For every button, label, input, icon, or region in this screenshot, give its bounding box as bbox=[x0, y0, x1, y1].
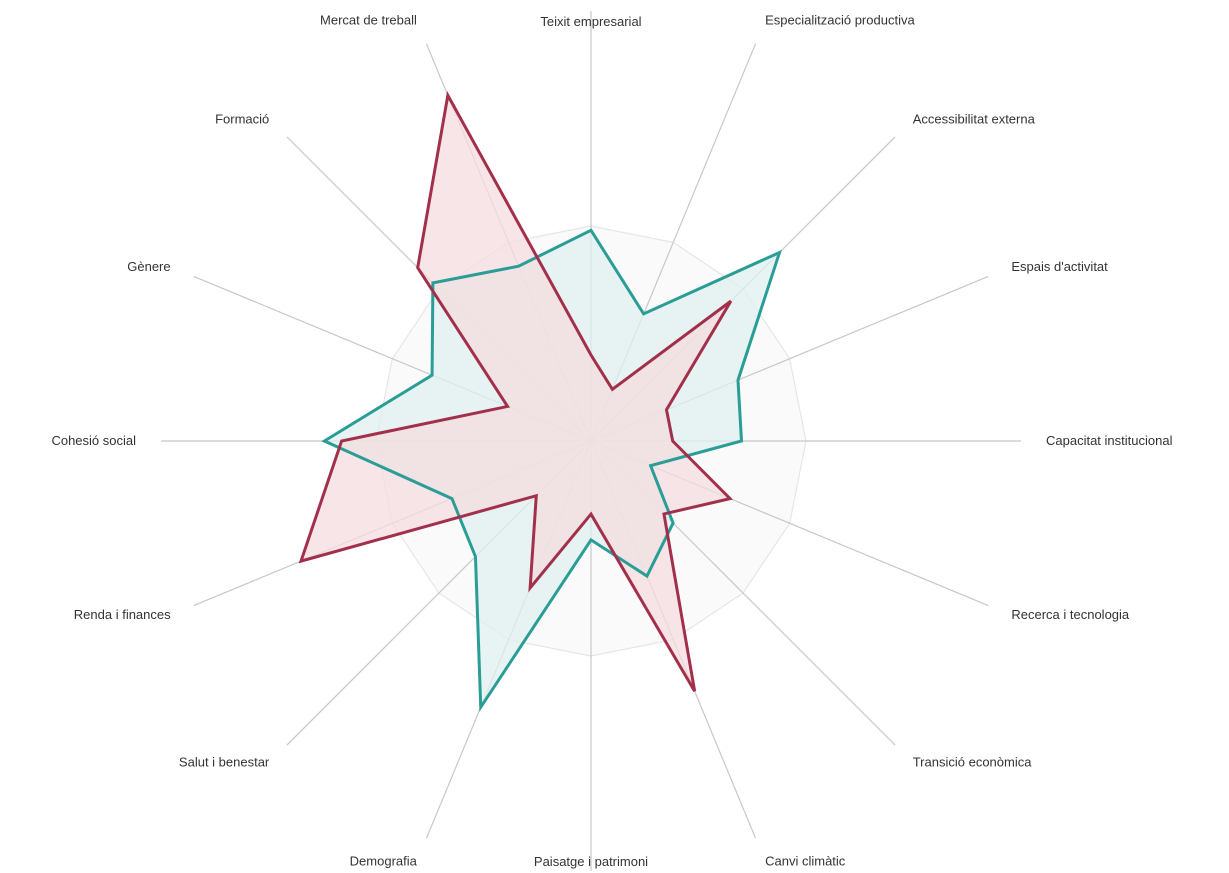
series-lines bbox=[298, 90, 782, 712]
series-line-2 bbox=[298, 90, 734, 693]
axis-label: Demografia bbox=[350, 853, 418, 868]
axis-label: Renda i finances bbox=[74, 607, 171, 622]
axis-label: Recerca i tecnologia bbox=[1011, 607, 1130, 622]
axis-label: Cohesió social bbox=[51, 433, 136, 448]
series-line-1 bbox=[321, 228, 782, 712]
axis-label: Gènere bbox=[127, 259, 170, 274]
axis-label: Canvi climàtic bbox=[765, 853, 846, 868]
axis-label: Paisatge i patrimoni bbox=[534, 854, 648, 869]
axis-label: Mercat de treball bbox=[320, 13, 417, 28]
axis-label: Espais d'activitat bbox=[1011, 259, 1108, 274]
series-area-2 bbox=[300, 95, 731, 692]
axis-label: Teixit empresarial bbox=[540, 14, 641, 29]
axis-label: Salut i benestar bbox=[179, 755, 270, 770]
axis-label: Transició econòmica bbox=[913, 755, 1033, 770]
axis-label: Capacitat institucional bbox=[1046, 433, 1173, 448]
axis-labels: Teixit empresarial Especialització produc… bbox=[51, 13, 1172, 869]
axis-label: Especialització productiva bbox=[765, 13, 915, 28]
axis-label: Formació bbox=[215, 111, 269, 126]
axis-label: Accessibilitat externa bbox=[913, 111, 1036, 126]
